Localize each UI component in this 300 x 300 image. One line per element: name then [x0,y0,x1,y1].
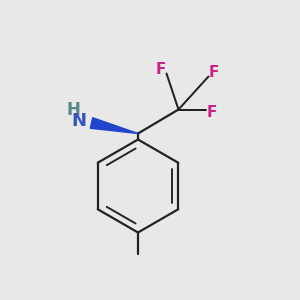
Text: F: F [156,61,166,76]
Text: F: F [209,65,219,80]
Polygon shape [90,118,138,134]
Text: F: F [207,105,217,120]
Text: H: H [67,101,80,119]
Text: N: N [71,112,86,130]
